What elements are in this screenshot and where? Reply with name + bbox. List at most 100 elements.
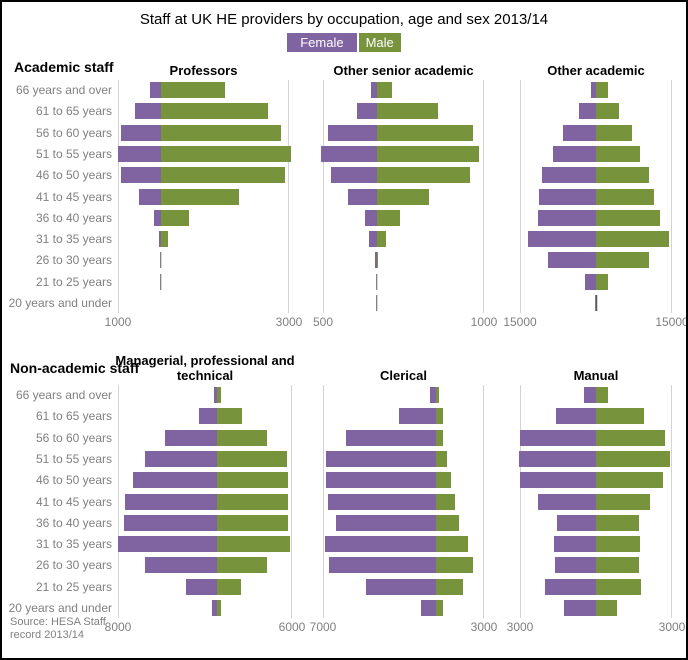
male-bar: [217, 493, 289, 510]
chart-panel-other-senior-academic: [320, 80, 484, 313]
age-band-label: 66 years and over: [15, 388, 112, 402]
female-bar: [545, 578, 596, 595]
bar-row: [520, 124, 672, 141]
male-bar: [376, 209, 401, 226]
bar-row: [323, 493, 484, 510]
axis-label-right: 15000: [655, 315, 688, 329]
chart-panel-professors: [118, 80, 292, 313]
bar-row: [118, 493, 292, 510]
age-band-label: 41 to 45 years: [35, 494, 112, 509]
female-bar: [357, 103, 377, 120]
bar-row: [520, 231, 672, 248]
bar-row: [520, 600, 672, 616]
female-bar: [185, 578, 218, 595]
female-bar: [214, 387, 218, 403]
axis-label-left: 1000: [104, 315, 132, 329]
near-zero-tick: [160, 252, 162, 269]
male-bar: [160, 82, 225, 98]
female-bar: [364, 209, 377, 226]
female-bar: [144, 450, 218, 467]
female-bar: [369, 231, 377, 248]
axis-label-right: 3000: [658, 620, 686, 634]
male-bar: [217, 514, 289, 531]
female-bar: [120, 124, 161, 141]
age-band-label: 66 years and over: [15, 83, 112, 97]
male-bar: [596, 557, 640, 574]
female-bar: [138, 188, 161, 205]
bar-row: [520, 472, 672, 489]
gridline-right: [288, 80, 289, 313]
female-bar: [134, 103, 161, 120]
female-bar: [421, 600, 436, 616]
age-band-label: 26 to 30 years: [35, 558, 112, 573]
female-bar: [520, 472, 596, 489]
bar-row: [520, 167, 672, 184]
chart-title-clerical: Clerical: [380, 368, 427, 383]
male-bar: [596, 231, 670, 248]
male-bar: [160, 188, 239, 205]
bar-row: [323, 557, 484, 574]
age-band-label: 46 to 50 years: [35, 473, 112, 488]
male-bar: [596, 103, 620, 120]
chart-title-managerial-professional-and-technical: Managerial, professional and technical: [115, 353, 295, 383]
bar-row: [118, 188, 289, 205]
bar-row: [118, 167, 289, 184]
male-bar: [376, 231, 386, 248]
bar-row: [118, 600, 292, 616]
gridline-left: [323, 385, 324, 618]
female-bar: [328, 124, 377, 141]
male-bar: [596, 578, 642, 595]
female-bar: [159, 231, 161, 248]
axis-label-left: 7000: [309, 620, 337, 634]
male-bar: [217, 408, 243, 425]
bar-row: [323, 103, 484, 120]
age-band-label: 36 to 40 years: [35, 210, 112, 225]
female-bar: [153, 209, 161, 226]
female-bar: [211, 600, 218, 616]
male-bar: [596, 124, 633, 141]
bar-row: [520, 536, 672, 553]
axis-label-left: 15000: [503, 315, 537, 329]
legend-male-swatch: Male: [358, 33, 401, 52]
bar-row: [520, 295, 672, 311]
chart-title-other-academic: Other academic: [547, 63, 645, 78]
bar-row: [520, 252, 672, 269]
bar-row: [323, 295, 484, 311]
bar-row: [520, 273, 672, 290]
legend: Female Male: [2, 33, 686, 52]
female-bar: [145, 557, 218, 574]
female-bar: [365, 578, 436, 595]
female-bar: [125, 493, 218, 510]
female-bar: [584, 273, 596, 290]
female-bar: [541, 167, 596, 184]
male-bar: [217, 600, 222, 616]
section-label-non-academic: Non-academic staff: [10, 360, 140, 376]
female-bar: [132, 472, 218, 489]
age-band-label: 56 to 60 years: [35, 125, 112, 140]
age-band-label: 20 years and under: [8, 296, 112, 310]
bar-row: [118, 209, 289, 226]
bar-row: [323, 387, 484, 403]
female-bar: [538, 188, 596, 205]
male-bar: [376, 145, 479, 162]
axis-label-left: 500: [312, 315, 334, 329]
near-zero-tick: [375, 273, 378, 290]
female-bar: [124, 514, 218, 531]
bar-row: [320, 145, 484, 162]
female-bar: [118, 145, 161, 162]
male-bar: [596, 600, 618, 616]
axis-label-right: 3000: [470, 620, 498, 634]
age-band-label: 31 to 35 years: [35, 232, 112, 247]
bar-row: [520, 387, 672, 403]
bar-row: [520, 493, 672, 510]
bar-row: [118, 252, 289, 269]
female-bar: [430, 387, 436, 403]
gridline-right: [483, 80, 484, 313]
female-bar: [554, 557, 596, 574]
bar-row: [118, 145, 292, 162]
male-bar: [376, 188, 429, 205]
male-bar: [596, 167, 650, 184]
axis-label-left: 8000: [104, 620, 132, 634]
male-bar: [217, 450, 288, 467]
